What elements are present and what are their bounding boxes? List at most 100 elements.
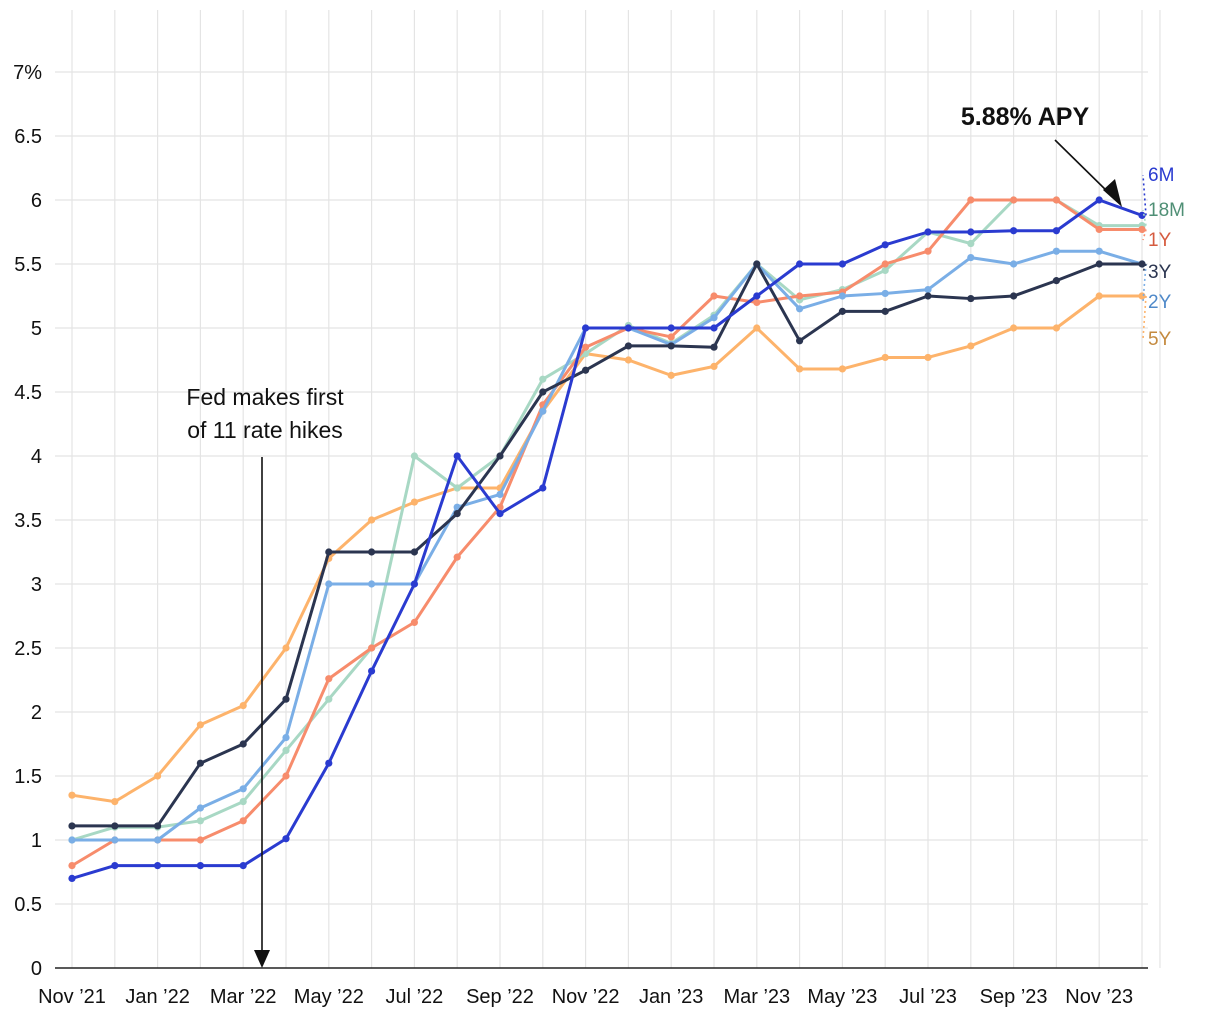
- data-point: [410, 452, 418, 460]
- data-point: [967, 228, 975, 236]
- data-point: [239, 817, 247, 825]
- data-point: [196, 721, 204, 729]
- data-point: [624, 324, 633, 332]
- apy-callout-arrowhead: [1103, 179, 1122, 207]
- series-label-1y: 1Y: [1148, 230, 1172, 251]
- y-tick-label: 7%: [13, 62, 42, 84]
- x-axis: Nov ’21 Jan ’22 Mar ’22 May ’22 Jul ’22 Sep ’…: [38, 986, 1133, 1008]
- series-1y: [68, 196, 1146, 870]
- data-point: [239, 785, 247, 793]
- x-tick-label: Jul ’23: [899, 986, 957, 1008]
- data-point: [838, 260, 847, 268]
- data-point: [539, 407, 547, 415]
- data-point: [967, 239, 975, 248]
- data-point: [881, 241, 889, 249]
- x-tick-label: Jan ’22: [125, 986, 190, 1008]
- apy-callout: 5.88% APY: [961, 103, 1122, 207]
- data-point: [325, 675, 333, 683]
- data-point: [410, 618, 418, 627]
- data-point: [111, 862, 119, 870]
- fed-annotation-line-2: of 11 rate hikes: [187, 417, 343, 443]
- data-point: [924, 292, 932, 300]
- data-point: [496, 509, 504, 518]
- series-line: [71, 294, 1142, 804]
- series-label-3y: 3Y: [1148, 262, 1172, 283]
- data-point: [325, 759, 333, 767]
- data-point: [154, 772, 162, 780]
- data-point: [239, 702, 247, 710]
- data-point: [325, 580, 333, 588]
- data-point: [624, 342, 633, 350]
- data-point: [453, 509, 461, 518]
- y-tick-label: 1.5: [14, 766, 42, 788]
- data-point: [582, 324, 590, 332]
- data-point: [1138, 260, 1146, 268]
- data-point: [282, 835, 290, 843]
- series-5y: [68, 292, 1146, 806]
- data-point: [239, 740, 247, 748]
- label-leader: [1142, 229, 1147, 241]
- data-point: [667, 333, 675, 341]
- data-point: [239, 798, 247, 806]
- y-tick-label: 3.5: [14, 510, 42, 532]
- series-line: [71, 198, 1142, 867]
- data-point: [111, 836, 119, 844]
- y-tick-label: 2.5: [14, 638, 42, 660]
- data-point: [539, 388, 547, 396]
- data-point: [196, 817, 204, 825]
- x-tick-label: Jan ’23: [639, 986, 704, 1008]
- data-point: [1095, 225, 1103, 234]
- x-tick-label: Mar ’23: [723, 986, 790, 1008]
- data-point: [967, 196, 975, 204]
- data-point: [325, 695, 333, 703]
- data-point: [796, 365, 804, 373]
- series-line: [71, 198, 1142, 842]
- data-point: [368, 548, 376, 556]
- data-point: [282, 772, 290, 780]
- y-tick-label: 5.5: [14, 254, 42, 276]
- data-point: [539, 375, 547, 383]
- series-6m: [68, 196, 1146, 883]
- data-point: [68, 791, 76, 799]
- data-point: [796, 337, 804, 345]
- fed-annotation-arrowhead: [254, 950, 270, 968]
- data-point: [496, 490, 504, 498]
- data-point: [282, 734, 290, 742]
- x-tick-label: Nov ’22: [552, 986, 620, 1008]
- data-point: [753, 324, 761, 332]
- data-point: [582, 343, 590, 351]
- data-point: [239, 862, 247, 870]
- data-point: [1052, 227, 1060, 235]
- series-end-labels: 5Y 18M 1Y 2Y 3Y 6M: [1142, 165, 1185, 350]
- y-tick-label: 0: [31, 958, 42, 980]
- data-point: [1010, 292, 1018, 300]
- apy-callout-arrow: [1054, 139, 1113, 197]
- data-point: [881, 353, 889, 362]
- data-point: [881, 289, 889, 298]
- data-point: [1138, 292, 1146, 300]
- data-point: [967, 254, 975, 262]
- data-point: [667, 371, 675, 379]
- data-point: [453, 452, 461, 460]
- series-line: [72, 262, 1142, 828]
- data-point: [924, 247, 932, 255]
- y-tick-label: 3: [31, 574, 42, 596]
- data-point: [1138, 225, 1146, 234]
- data-point: [1010, 196, 1018, 204]
- data-point: [710, 362, 718, 370]
- x-tick-label: Nov ’23: [1065, 986, 1133, 1008]
- y-tick-label: 6.5: [14, 126, 42, 148]
- data-point: [710, 324, 718, 332]
- series-label-18m: 18M: [1148, 200, 1185, 221]
- x-tick-label: May ’22: [294, 986, 364, 1008]
- data-point: [838, 365, 847, 373]
- data-point: [1095, 292, 1103, 300]
- data-point: [154, 822, 162, 830]
- data-point: [1010, 227, 1018, 235]
- series-label-6m: 6M: [1148, 165, 1174, 186]
- data-point: [1095, 260, 1103, 268]
- data-point: [1095, 247, 1103, 255]
- data-point: [967, 294, 975, 303]
- data-point: [582, 366, 590, 374]
- data-point: [368, 644, 376, 652]
